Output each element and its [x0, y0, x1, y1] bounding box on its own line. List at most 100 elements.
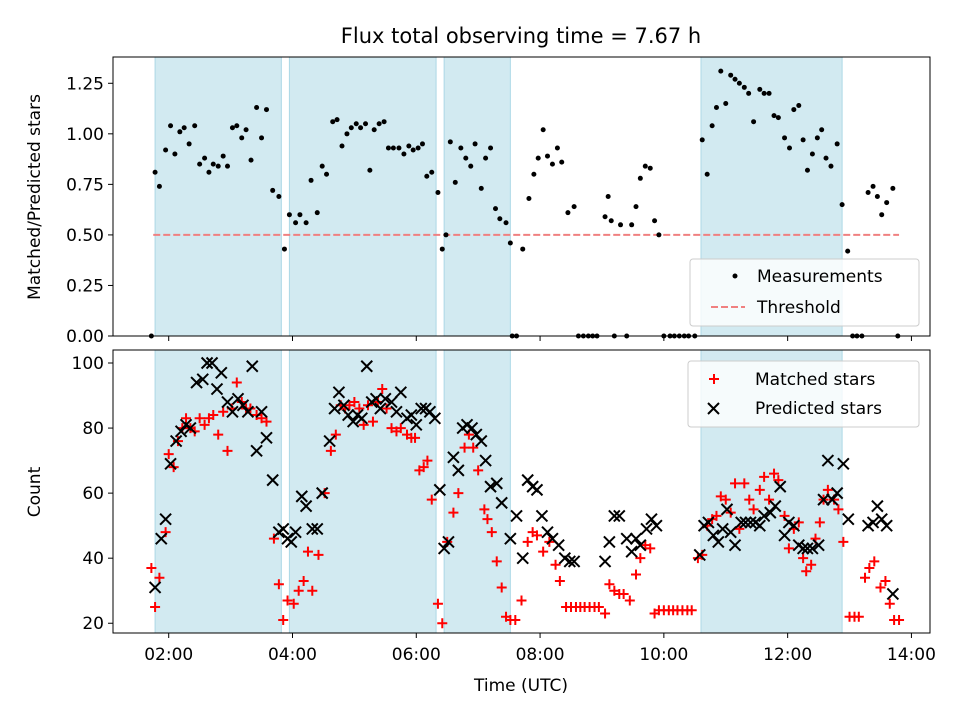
measurement-point	[458, 145, 463, 150]
measurement-point	[264, 107, 269, 112]
measurement-point	[463, 156, 468, 161]
measurement-point	[372, 127, 377, 132]
measurement-point	[234, 123, 239, 128]
measurement-point	[757, 87, 762, 92]
measurement-point	[225, 164, 230, 169]
matched-point	[875, 582, 885, 592]
y-tick-label: 0.00	[66, 327, 104, 347]
matched-point	[869, 556, 879, 566]
measurement-point	[416, 145, 421, 150]
matched-point	[625, 595, 635, 605]
measurement-point	[787, 145, 792, 150]
measurement-point	[391, 145, 396, 150]
measurement-point	[796, 103, 801, 108]
measurement-point	[244, 127, 249, 132]
matched-point	[538, 547, 548, 557]
measurement-point	[634, 204, 639, 209]
measurement-point	[840, 202, 845, 207]
measurement-point	[182, 125, 187, 130]
measurement-point	[497, 216, 502, 221]
measurement-point	[652, 218, 657, 223]
y-tick-label: 60	[82, 484, 104, 504]
measurement-point	[545, 154, 550, 159]
measurement-point	[448, 139, 453, 144]
predicted-point	[511, 510, 522, 521]
measurement-point	[354, 121, 359, 126]
measurement-point	[801, 137, 806, 142]
measurement-point	[603, 214, 608, 219]
measurement-point	[718, 69, 723, 74]
measurement-point	[420, 141, 425, 146]
observing-band-2	[289, 57, 436, 336]
measurement-point	[239, 135, 244, 140]
measurement-point	[483, 156, 488, 161]
y-tick-label: 80	[82, 419, 104, 439]
measurement-point	[559, 160, 564, 165]
matched-point	[517, 595, 527, 605]
measurement-point	[810, 152, 815, 157]
measurement-point	[367, 168, 372, 173]
measurement-point	[163, 148, 168, 153]
top-x-ticks	[169, 336, 912, 341]
measurement-point	[638, 176, 643, 181]
measurement-point	[157, 184, 162, 189]
measurement-point	[309, 178, 314, 183]
measurement-point	[824, 156, 829, 161]
measurement-point	[401, 152, 406, 157]
predicted-point	[872, 501, 883, 512]
measurement-point	[805, 168, 810, 173]
measurement-point	[440, 247, 445, 252]
observing-band-1	[155, 57, 281, 336]
measurement-point	[197, 162, 202, 167]
x-tick-label: 14:00	[887, 645, 936, 665]
x-axis-label: Time (UTC)	[473, 676, 568, 696]
measurement-point	[168, 123, 173, 128]
measurement-point	[304, 220, 309, 225]
measurement-point	[728, 73, 733, 78]
predicted-point	[531, 484, 542, 495]
measurement-point	[315, 210, 320, 215]
measurement-point	[723, 101, 728, 106]
x-tick-label: 08:00	[516, 645, 565, 665]
measurement-point	[762, 91, 767, 96]
measurement-point	[479, 186, 484, 191]
measurement-point	[828, 164, 833, 169]
x-tick-label: 02:00	[144, 645, 193, 665]
measurement-point	[737, 81, 742, 86]
measurement-point	[172, 152, 177, 157]
x-tick-label: 04:00	[268, 645, 317, 665]
measurement-point	[259, 135, 264, 140]
predicted-point	[553, 540, 564, 551]
measurement-point	[875, 194, 880, 199]
measurement-point	[705, 172, 710, 177]
measurement-point	[629, 222, 634, 227]
measurement-point	[488, 145, 493, 150]
measurement-point	[363, 121, 368, 126]
bottom-y-axis-label: Count	[25, 466, 45, 517]
matched-point	[880, 576, 890, 586]
measurement-point	[396, 145, 401, 150]
measurement-point	[320, 164, 325, 169]
predicted-point	[887, 588, 898, 599]
measurement-point	[177, 129, 182, 134]
measurement-point	[656, 232, 661, 237]
matched-point	[510, 615, 520, 625]
y-tick-label: 100	[72, 354, 104, 374]
matched-point	[555, 576, 565, 586]
matched-point	[631, 569, 641, 579]
measurement-point	[531, 172, 536, 177]
legend-threshold-label: Threshold	[756, 298, 841, 318]
measurement-point	[609, 218, 614, 223]
measurement-point	[565, 210, 570, 215]
top-panel: 0.000.250.500.751.001.25 Matched/Predict…	[25, 57, 930, 347]
measurement-point	[335, 117, 340, 122]
x-tick-label: 12:00	[763, 645, 812, 665]
measurement-point	[249, 158, 254, 163]
predicted-point	[876, 514, 887, 525]
measurement-point	[382, 119, 387, 124]
measurement-point	[340, 143, 345, 148]
predicted-point	[604, 536, 615, 547]
measurement-point	[230, 125, 235, 130]
y-tick-label: 1.00	[66, 125, 104, 145]
bottom-panel: 20406080100 02:00 04:00 06:00 08:00 10:00 12:…	[25, 350, 936, 696]
